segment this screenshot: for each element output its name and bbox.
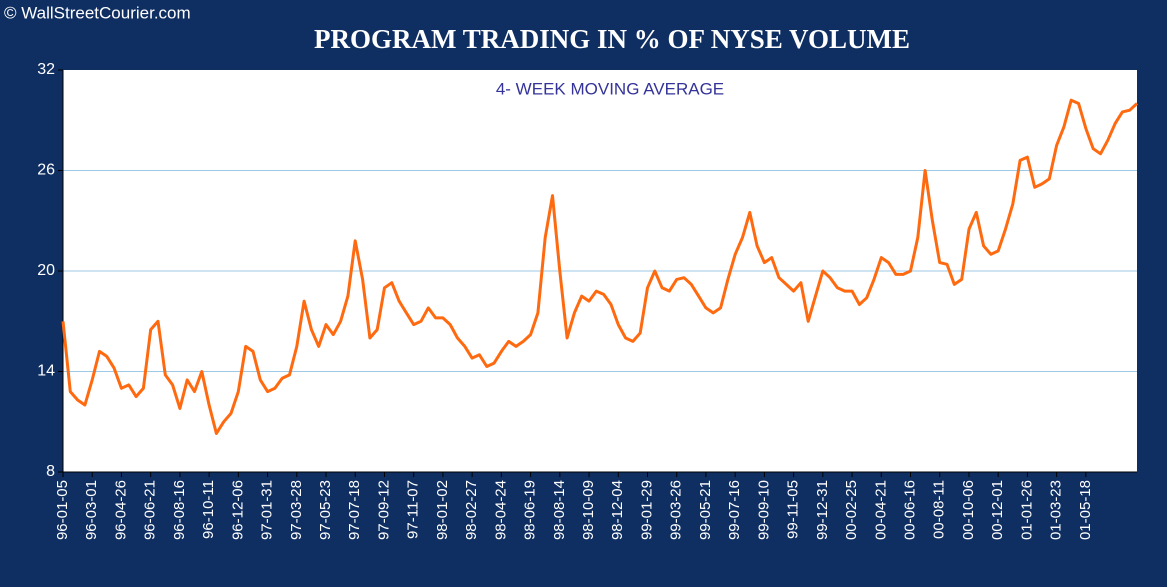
- x-tick-label: 99-09-10: [755, 480, 772, 540]
- y-tick-label: 14: [37, 363, 55, 380]
- x-tick-label: 96-08-16: [171, 480, 188, 540]
- x-tick-label: 96-12-06: [229, 480, 246, 540]
- x-tick-label: 96-01-05: [54, 480, 71, 540]
- x-tick-label: 97-05-23: [317, 480, 334, 540]
- x-tick-label: 98-12-04: [609, 480, 626, 540]
- x-tick-label: 99-05-21: [697, 480, 714, 540]
- x-tick-label: 98-08-14: [551, 480, 568, 540]
- x-tick-label: 00-04-21: [872, 480, 889, 540]
- x-tick-label: 99-03-26: [668, 480, 685, 540]
- x-tick-label: 01-05-18: [1077, 480, 1094, 540]
- x-tick-label: 98-04-24: [492, 480, 509, 540]
- x-tick-label: 99-11-05: [785, 480, 802, 539]
- data-line: [61, 98, 1139, 435]
- x-tick-label: 00-10-06: [960, 480, 977, 540]
- x-tick-label: 97-09-12: [375, 480, 392, 540]
- x-tick-label: 97-07-18: [346, 480, 363, 540]
- x-tick-label: 98-10-09: [580, 480, 597, 540]
- x-tick-label: 96-06-21: [142, 480, 159, 540]
- y-tick-label: 20: [37, 262, 55, 279]
- x-tick-label: 99-07-16: [726, 480, 743, 540]
- x-tick-label: 00-02-25: [843, 480, 860, 540]
- x-tick-label: 00-06-16: [901, 480, 918, 540]
- x-tick-label: 97-03-28: [288, 480, 305, 540]
- y-tick-label: 32: [37, 61, 55, 78]
- x-tick-label: 96-04-26: [112, 480, 129, 540]
- y-tick-label: 8: [46, 463, 55, 480]
- x-tick-label: 00-12-01: [989, 480, 1006, 540]
- x-tick-label: 99-12-31: [814, 480, 831, 540]
- x-tick-label: 01-01-26: [1018, 480, 1035, 540]
- y-tick-label: 26: [37, 162, 55, 179]
- x-tick-label: 97-01-31: [259, 480, 276, 540]
- x-tick-label: 01-03-23: [1048, 480, 1065, 540]
- x-tick-label: 96-03-01: [83, 480, 100, 540]
- chart-title: PROGRAM TRADING IN % OF NYSE VOLUME: [314, 24, 910, 54]
- x-tick-label: 98-06-19: [522, 480, 539, 540]
- x-tick-label: 97-11-07: [405, 480, 422, 539]
- x-tick-label: 98-01-02: [434, 480, 451, 540]
- x-tick-label: 00-08-11: [931, 480, 948, 539]
- x-tick-label: 98-02-27: [463, 480, 480, 540]
- x-tick-label: 96-10-11: [200, 480, 217, 539]
- copyright: © WallStreetCourier.com: [4, 3, 191, 22]
- x-tick-label: 99-01-29: [638, 480, 655, 540]
- chart-subtitle: 4- WEEK MOVING AVERAGE: [496, 79, 724, 98]
